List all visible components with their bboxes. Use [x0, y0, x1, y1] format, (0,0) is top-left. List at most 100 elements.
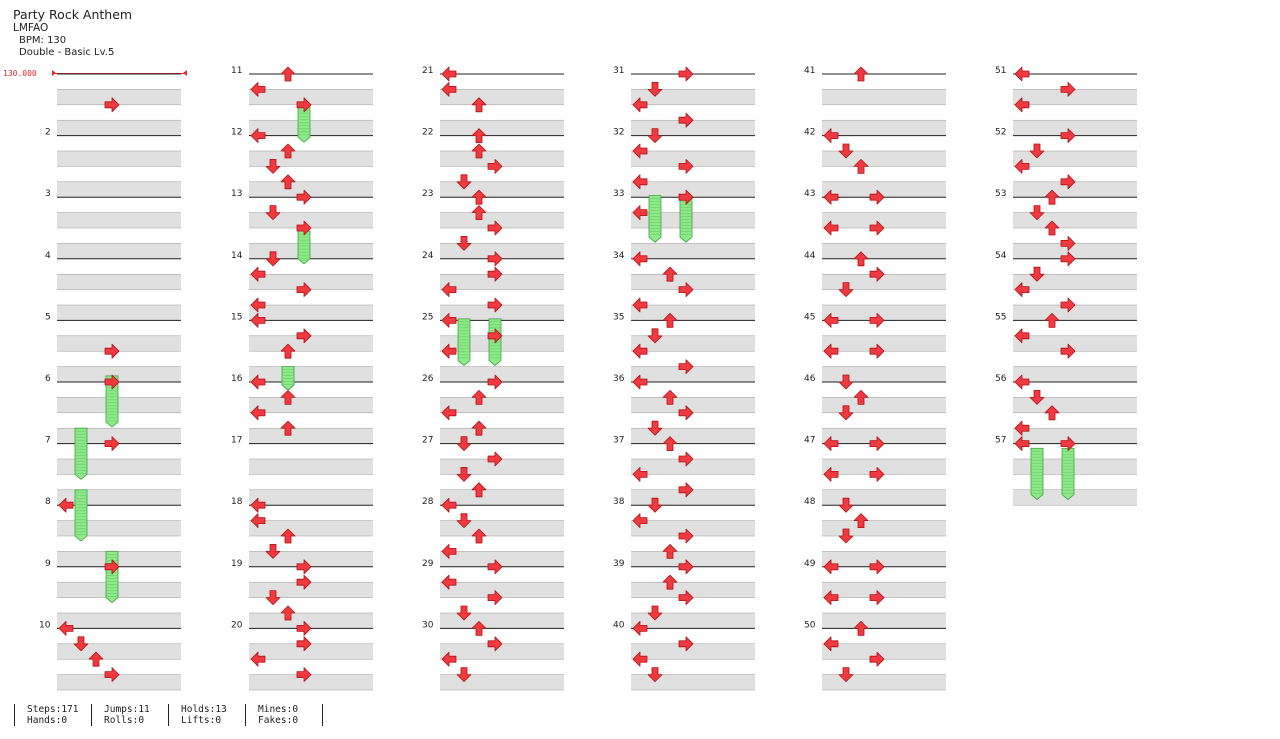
arrow-shape	[632, 343, 648, 359]
arrow-shape	[678, 282, 694, 298]
measure-band	[631, 335, 755, 352]
arrow-shape	[678, 189, 694, 205]
measure: 34	[613, 251, 755, 321]
measure-band	[440, 459, 564, 475]
measure-number: 21	[422, 66, 433, 76]
left-arrow-icon	[250, 128, 266, 144]
arrow-shape	[441, 343, 457, 359]
down-arrow-icon	[838, 528, 854, 544]
left-arrow-icon	[1014, 420, 1030, 436]
arrow-shape	[250, 651, 266, 667]
measure-band	[822, 613, 946, 629]
arrow-shape	[250, 266, 266, 282]
measure-number: 57	[995, 436, 1006, 446]
measure-number: 46	[804, 374, 816, 384]
down-arrow-icon	[265, 205, 281, 221]
arrow-shape	[487, 328, 503, 344]
measure: 21	[422, 66, 564, 136]
right-arrow-icon	[1060, 297, 1076, 313]
right-arrow-icon	[869, 590, 885, 605]
right-arrow-icon	[296, 282, 312, 298]
measure: 5	[45, 312, 181, 383]
arrow-shape	[1014, 328, 1030, 344]
arrow-shape	[662, 389, 678, 405]
arrow-shape	[88, 651, 104, 667]
measure-band	[1013, 305, 1137, 321]
arrow-shape	[1044, 312, 1060, 328]
hold-note	[648, 195, 662, 243]
right-arrow-icon	[678, 559, 694, 575]
up-arrow-icon	[662, 574, 678, 590]
measure-band	[249, 459, 373, 475]
up-arrow-icon	[853, 158, 869, 174]
arrow-shape	[678, 451, 694, 467]
right-arrow-icon	[678, 590, 694, 605]
measure-number: 22	[422, 128, 433, 138]
measure: 12	[231, 128, 373, 198]
measure-band	[822, 582, 946, 598]
measure-band	[440, 551, 564, 567]
arrow-shape	[471, 389, 487, 405]
left-arrow-icon	[823, 343, 839, 359]
arrow-shape	[823, 559, 839, 575]
arrow-shape	[1060, 82, 1076, 97]
left-arrow-icon	[250, 297, 266, 313]
arrow-shape	[678, 405, 694, 421]
arrow-shape	[853, 66, 869, 82]
right-arrow-icon	[487, 374, 503, 390]
right-arrow-icon	[296, 574, 312, 590]
measure-band	[57, 305, 181, 321]
arrow-shape	[1060, 297, 1076, 313]
right-arrow-icon	[678, 158, 694, 174]
arrow-shape	[853, 158, 869, 174]
arrow-shape	[1060, 436, 1076, 452]
arrow-shape	[853, 621, 869, 636]
arrow-shape	[823, 128, 839, 144]
arrow-shape	[250, 128, 266, 144]
arrow-shape	[296, 621, 312, 636]
left-arrow-icon	[1014, 158, 1030, 174]
measure-band	[57, 643, 181, 660]
measure-number: 32	[613, 128, 624, 138]
stat-divider	[322, 704, 323, 726]
arrow-shape	[869, 436, 885, 452]
measure: 44	[804, 251, 946, 321]
measure-band	[440, 335, 564, 352]
arrow-shape	[73, 636, 89, 652]
arrow-shape	[1060, 251, 1076, 267]
arrow-shape	[456, 235, 472, 251]
measure-band	[631, 366, 755, 382]
arrow-shape	[296, 189, 312, 205]
measure-band	[822, 274, 946, 290]
right-arrow-icon	[869, 436, 885, 452]
measure: 17	[231, 436, 373, 506]
up-arrow-icon	[471, 143, 487, 159]
measure-band	[440, 520, 564, 536]
measure-band	[440, 366, 564, 382]
measure-band	[1013, 243, 1137, 259]
right-arrow-icon	[487, 266, 503, 282]
measure: 4	[45, 251, 181, 321]
arrow-shape	[58, 621, 74, 636]
measure-number: 6	[45, 374, 51, 384]
measure: 13	[231, 189, 373, 260]
left-arrow-icon	[1014, 436, 1030, 452]
measure: 23	[422, 189, 564, 260]
measure-band	[249, 551, 373, 567]
measure: 9	[45, 559, 181, 629]
measure: 26	[422, 374, 564, 444]
measure-band	[57, 151, 181, 167]
right-arrow-icon	[869, 312, 885, 328]
arrow-shape	[869, 559, 885, 575]
measure-band	[822, 305, 946, 321]
arrow-shape	[823, 636, 839, 652]
measure-band	[249, 489, 373, 506]
arrow-shape	[1060, 174, 1076, 190]
measure: 2	[45, 128, 181, 198]
arrow-shape	[1014, 282, 1030, 298]
measure-band	[822, 212, 946, 228]
measure-band	[57, 366, 181, 382]
arrow-shape	[869, 220, 885, 236]
left-arrow-icon	[823, 189, 839, 205]
down-arrow-icon	[647, 605, 663, 621]
